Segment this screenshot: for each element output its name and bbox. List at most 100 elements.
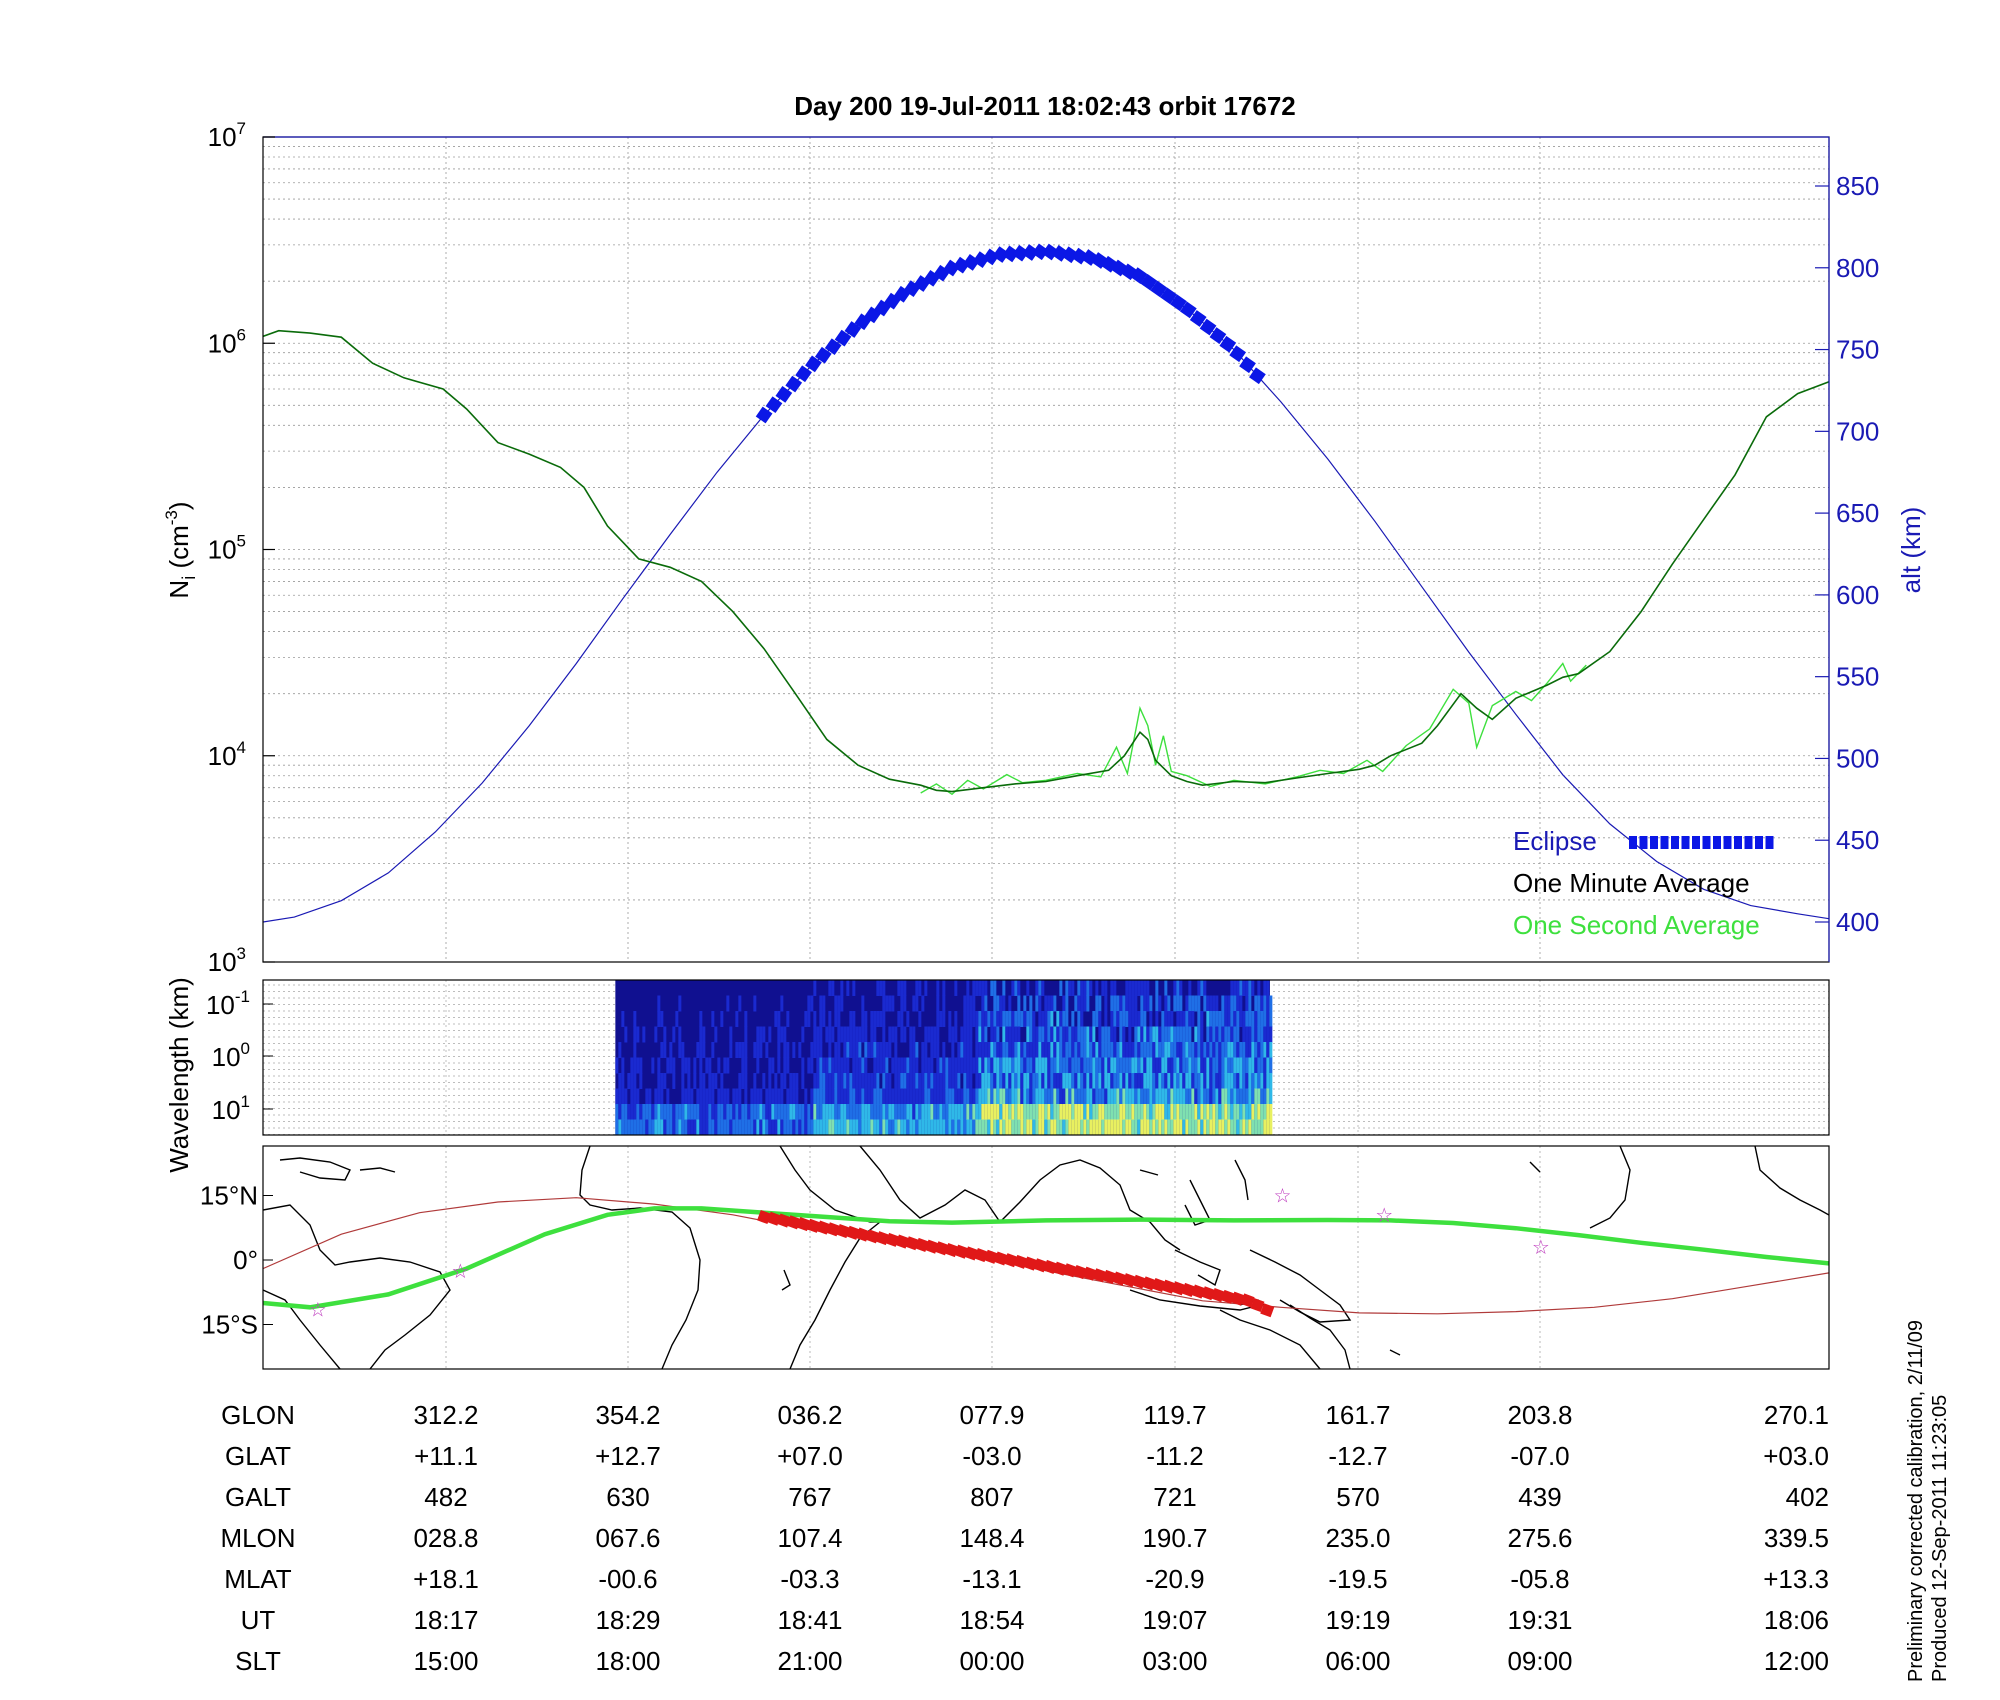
spectrogram-cell [921,1057,925,1074]
spectrogram-cell [1200,980,1204,996]
spectrogram-cell [1200,1057,1204,1074]
spectrogram-cell [1152,1073,1156,1089]
spectrogram-cell [1206,1026,1210,1043]
spectrogram-cell [753,1073,757,1089]
table-cell: 18:00 [595,1646,660,1676]
ephemeris-table: GLONGLATGALTMLONMLATUTSLT312.2+11.148202… [220,1400,1829,1676]
spectrogram-cell [1149,1104,1153,1120]
spectrogram-cell [633,1011,637,1027]
spectrogram-cell [678,995,682,1012]
spectrogram-cell [1260,1042,1264,1058]
spectrogram-cell [966,1088,970,1105]
spectrogram-cell [768,1104,772,1120]
spectrogram-cell [828,1042,832,1058]
spectrogram-cell [837,1026,841,1043]
spectrogram-cell [1233,1011,1237,1027]
spectrogram-cell [822,995,826,1012]
spectrogram-cell [897,1073,901,1089]
spectrogram-cell [1095,1104,1099,1120]
spectrogram-cell [711,1042,715,1058]
spectrogram-cell [945,1073,949,1089]
spectrogram-cell [1035,1119,1039,1135]
spectrogram-cell [1065,1042,1069,1058]
spectrogram-cell [1089,1057,1093,1074]
spectrogram-cell [1248,980,1252,996]
spectrogram-cell [741,1119,745,1135]
spectrogram-cell [996,1026,1000,1043]
table-cell: +07.0 [777,1441,843,1471]
spectrogram-cell [1056,1057,1060,1074]
spectrogram-cell [876,1119,880,1135]
spectrogram-cell [1098,1042,1102,1058]
spectrogram-cell [1182,1011,1186,1027]
spectrogram-cell [915,1057,919,1074]
spectrogram-cell [1020,1011,1024,1027]
spectrogram-cell [1203,995,1207,1012]
spectrogram-cell [687,1104,691,1120]
spectrogram-cell [672,1026,676,1043]
spectrogram-cell [1029,1042,1033,1058]
spectrogram-cell [831,1119,835,1135]
spectrogram-cell [828,1057,832,1074]
spectrogram-cell [1161,1104,1165,1120]
spectrogram-cell [861,1088,865,1105]
spectrogram-cell [1260,1119,1264,1135]
spectrogram-cell [1107,1073,1111,1089]
spectrogram-cell [1050,1088,1054,1105]
spectrogram-cell [852,1011,856,1027]
spectrogram-cell [1071,1104,1075,1120]
spectrogram-cell [1155,1119,1159,1135]
spectrogram-cell [948,1104,952,1120]
spectrogram-cell [1125,1119,1129,1135]
table-cell: -00.6 [598,1564,657,1594]
spectrogram-cell [1104,1073,1108,1089]
spectrogram-cell [795,1073,799,1089]
spectrogram-cell [1086,1057,1090,1074]
spectrogram-cell [990,1042,994,1058]
spectrogram-cell [942,1119,946,1135]
spectrogram-cell [1011,1057,1015,1074]
table-cell: 03:00 [1142,1646,1207,1676]
spectrogram-cell [1065,1104,1069,1120]
spectrogram-cell [987,1011,991,1027]
spectrogram-cell [921,1073,925,1089]
spectrogram-cell [1251,1119,1255,1135]
spectrogram-cell [1095,1073,1099,1089]
spectrogram-cell [1197,1104,1201,1120]
spectrogram-cell [996,1042,1000,1058]
spectrogram-cell [1155,1026,1159,1043]
tick-base: 10 [208,535,237,565]
spectrogram-cell [1191,1088,1195,1105]
table-row-label: SLT [235,1646,281,1676]
table-cell: 19:07 [1142,1605,1207,1635]
table-cell: +12.7 [595,1441,661,1471]
spectrogram-cell [951,1119,955,1135]
spectrogram-cell [1014,980,1018,996]
spectrogram-cell [888,1104,892,1120]
spectrogram-cell [1134,995,1138,1012]
spectrogram-cell [630,1104,634,1120]
spectrogram-cell [1128,1026,1132,1043]
spectrogram-cell [960,1088,964,1105]
spectrogram-cell [1170,1057,1174,1074]
spectrogram-cell [1215,1011,1219,1027]
spectrogram-cell [990,1026,994,1043]
spectrogram-cell [957,1088,961,1105]
spectrogram-cell [1041,1104,1045,1120]
spectrogram-cell [1182,1088,1186,1105]
spectrogram-cell [699,1011,703,1027]
spectrogram-cell [837,1104,841,1120]
spectrogram-cell [993,1104,997,1120]
spectrogram-cell [873,1104,877,1120]
spectrogram-cell [927,1026,931,1043]
spectrogram-cell [1206,1073,1210,1089]
spectrogram-cell [1131,1088,1135,1105]
spectrogram-cell [1014,1119,1018,1135]
spectrogram-cell [840,1057,844,1074]
spectrogram-cell [822,1088,826,1105]
spectrogram-cell [1074,1088,1078,1105]
coastline [1129,1289,1261,1311]
station-star-icon: ☆ [1273,1184,1291,1208]
spectrogram-cell [633,1042,637,1058]
spectrogram-cell [999,1011,1003,1027]
